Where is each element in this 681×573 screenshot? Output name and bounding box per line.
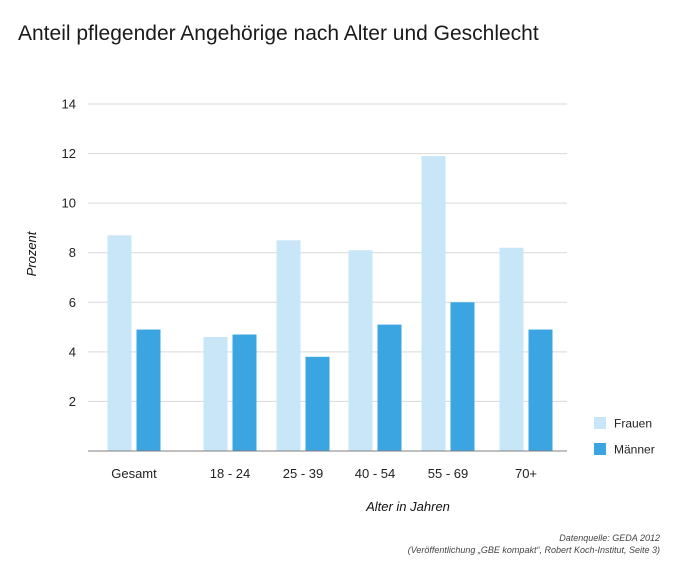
bar-frauen-1: [107, 235, 132, 451]
bar-männer-1: [136, 329, 161, 451]
bar-männer-3: [305, 356, 330, 451]
legend-label-frauen: Frauen: [614, 417, 652, 431]
bar-frauen-5: [421, 156, 446, 452]
y-axis-title: Prozent: [24, 230, 39, 276]
legend-label-männer: Männer: [614, 443, 655, 457]
bar-frauen-6: [499, 247, 524, 451]
bar-frauen-3: [276, 240, 301, 451]
legend: Frauen Männer: [594, 417, 655, 457]
bar-männer-4: [377, 324, 402, 451]
x-tick-label: 18 - 24: [210, 466, 250, 481]
bar-männer-2: [232, 334, 257, 451]
y-tick-labels: 2 4 6 8 10 12 14: [62, 97, 76, 409]
source-line-1: Datenquelle: GEDA 2012: [559, 533, 660, 543]
bar-männer-6: [528, 329, 553, 451]
y-tick-label: 12: [62, 146, 76, 161]
source-line-2: (Veröffentlichung „GBE kompakt“, Robert …: [408, 545, 660, 555]
bar-männer-5: [450, 302, 475, 451]
y-tick-label: 4: [69, 344, 76, 359]
x-tick-label: 70+: [515, 466, 537, 481]
bar-frauen-4: [348, 250, 373, 451]
x-tick-label: Gesamt: [111, 466, 157, 481]
x-tick-label: 25 - 39: [283, 466, 323, 481]
y-tick-label: 2: [69, 394, 76, 409]
x-axis-title: Alter in Jahren: [365, 499, 450, 514]
x-tick-label: 40 - 54: [355, 466, 395, 481]
y-tick-label: 6: [69, 295, 76, 310]
bars: [107, 156, 553, 452]
y-tick-label: 8: [69, 245, 76, 260]
gridlines: [88, 103, 567, 402]
y-tick-label: 14: [62, 97, 76, 112]
legend-swatch-frauen: [594, 417, 606, 429]
x-tick-label: 55 - 69: [428, 466, 468, 481]
chart-title: Anteil pflegender Angehörige nach Alter …: [18, 22, 539, 45]
bar-frauen-2: [203, 336, 228, 451]
legend-swatch-männer: [594, 443, 606, 455]
x-tick-labels: Gesamt 18 - 24 25 - 39 40 - 54 55 - 69 70+: [111, 466, 537, 481]
y-tick-label: 10: [62, 196, 76, 211]
